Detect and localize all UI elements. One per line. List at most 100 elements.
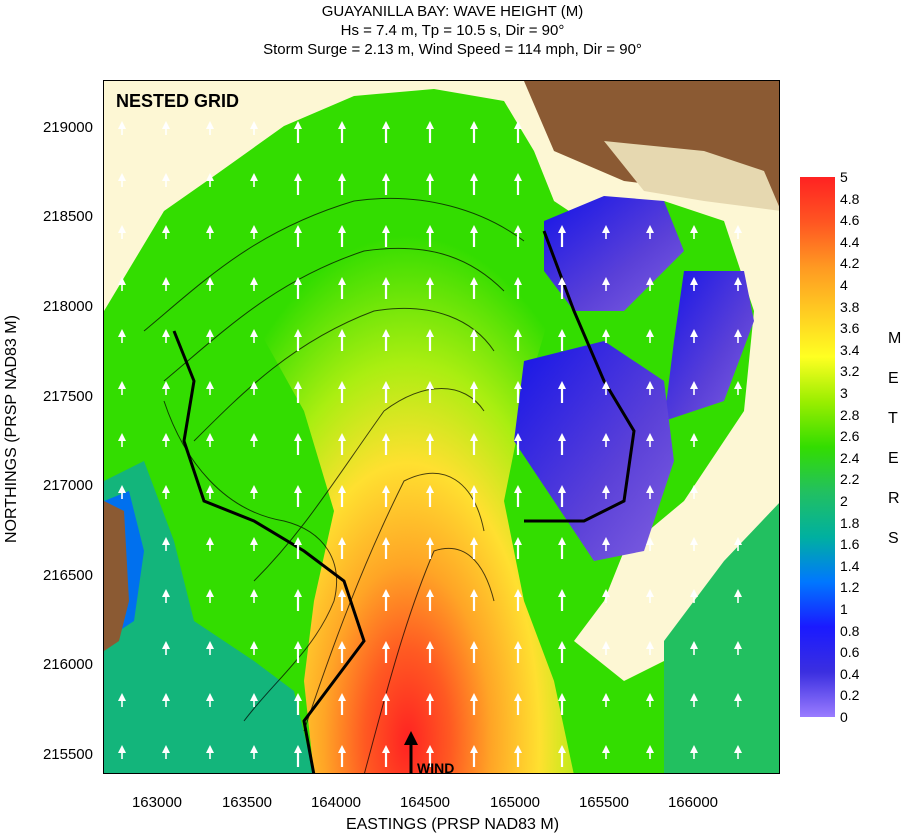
y-tick-217500: 217500 bbox=[42, 388, 93, 405]
vector-arrow-head bbox=[470, 693, 478, 701]
vector-arrow-head bbox=[162, 589, 170, 597]
vector-arrow-head bbox=[690, 589, 698, 597]
colorbar-tick: 0.2 bbox=[840, 687, 860, 704]
vector-arrow-head bbox=[514, 693, 522, 701]
vector-arrow-head bbox=[470, 173, 478, 181]
vector-arrow-head bbox=[250, 589, 258, 597]
x-tick-165000: 165000 bbox=[489, 794, 541, 811]
vector-arrow-head bbox=[558, 381, 566, 389]
vector-arrow-head bbox=[206, 225, 214, 233]
vector-arrow-head bbox=[294, 433, 302, 441]
vector-arrow-head bbox=[470, 381, 478, 389]
vector-arrow-head bbox=[514, 641, 522, 649]
colorbar-tick: 1.8 bbox=[840, 514, 860, 531]
y-tick-218500: 218500 bbox=[42, 208, 93, 225]
colorbar-tick: 3.4 bbox=[840, 341, 860, 358]
vector-arrow-head bbox=[118, 329, 126, 337]
colorbar-unit-letter: R bbox=[888, 490, 900, 507]
vector-arrow-head bbox=[250, 693, 258, 701]
vector-arrow-head bbox=[646, 381, 654, 389]
vector-arrow-head bbox=[294, 537, 302, 545]
vector-arrow-head bbox=[558, 433, 566, 441]
vector-arrow-head bbox=[250, 381, 258, 389]
vector-arrow-head bbox=[558, 277, 566, 285]
vector-arrow-head bbox=[162, 329, 170, 337]
y-tick-216000: 216000 bbox=[42, 656, 93, 673]
vector-arrow-head bbox=[294, 693, 302, 701]
vector-arrow-head bbox=[162, 641, 170, 649]
vector-arrow-head bbox=[250, 277, 258, 285]
colorbar-unit-letter: M bbox=[888, 330, 902, 347]
vector-arrow-head bbox=[470, 433, 478, 441]
vector-arrow-head bbox=[426, 381, 434, 389]
colorbar-tick: 3.6 bbox=[840, 320, 860, 337]
vector-arrow-head bbox=[338, 693, 346, 701]
wind-arrow: WIND bbox=[404, 731, 454, 774]
vector-arrow-head bbox=[514, 225, 522, 233]
vector-arrow-head bbox=[558, 537, 566, 545]
y-axis-label: NORTHINGS (PRSP NAD83 M) bbox=[3, 315, 20, 543]
vector-arrow-head bbox=[558, 641, 566, 649]
vector-arrow-head bbox=[514, 173, 522, 181]
vector-arrow-head bbox=[382, 589, 390, 597]
vector-arrow-head bbox=[294, 745, 302, 753]
vector-arrow-head bbox=[558, 225, 566, 233]
colorbar-tick: 4.6 bbox=[840, 212, 860, 229]
vector-arrow-head bbox=[118, 485, 126, 493]
vector-arrow-head bbox=[162, 173, 170, 181]
chart-subtitle-2: Storm Surge = 2.13 m, Wind Speed = 114 m… bbox=[263, 41, 642, 58]
vector-arrow-head bbox=[690, 693, 698, 701]
vector-arrow-head bbox=[162, 433, 170, 441]
vector-arrow-head bbox=[294, 173, 302, 181]
east-coast-sea bbox=[664, 503, 779, 773]
vector-arrow-head bbox=[426, 329, 434, 337]
vector-arrow-head bbox=[118, 693, 126, 701]
vector-arrow-head bbox=[690, 225, 698, 233]
vector-arrow-head bbox=[426, 277, 434, 285]
colorbar-tick: 3.2 bbox=[840, 363, 860, 380]
vector-arrow-head bbox=[514, 537, 522, 545]
vector-arrow-head bbox=[338, 329, 346, 337]
vector-arrow-head bbox=[206, 641, 214, 649]
vector-arrow-head bbox=[426, 173, 434, 181]
vector-arrow-head bbox=[162, 381, 170, 389]
colorbar-tick: 1 bbox=[840, 601, 848, 617]
vector-arrow-head bbox=[470, 537, 478, 545]
vector-arrow-head bbox=[470, 329, 478, 337]
vector-arrow-head bbox=[470, 121, 478, 129]
vector-arrow-head bbox=[382, 745, 390, 753]
colorbar-tick: 1.4 bbox=[840, 557, 860, 574]
vector-arrow-head bbox=[514, 589, 522, 597]
vector-arrow-head bbox=[206, 121, 214, 129]
vector-arrow-head bbox=[646, 329, 654, 337]
colorbar-unit-letter: E bbox=[888, 370, 899, 387]
vector-arrow-head bbox=[206, 485, 214, 493]
vector-arrow-head bbox=[338, 277, 346, 285]
vector-arrow-head bbox=[162, 225, 170, 233]
vector-arrow-head bbox=[294, 329, 302, 337]
colorbar-unit-letter: E bbox=[888, 450, 899, 467]
vector-arrow-head bbox=[734, 641, 742, 649]
colorbar-tick: 1.2 bbox=[840, 579, 860, 596]
vector-arrow-head bbox=[338, 641, 346, 649]
vector-arrow-head bbox=[162, 485, 170, 493]
vector-arrow-head bbox=[602, 277, 610, 285]
vector-arrow-head bbox=[514, 329, 522, 337]
harbor-blue-east bbox=[664, 271, 754, 421]
vector-arrow-head bbox=[162, 121, 170, 129]
vector-arrow-head bbox=[514, 121, 522, 129]
colorbar-tick: 4 bbox=[840, 277, 848, 293]
wind-label: WIND bbox=[417, 760, 454, 774]
vector-arrow-head bbox=[426, 485, 434, 493]
y-tick-215500: 215500 bbox=[42, 746, 93, 763]
vector-arrow-head bbox=[558, 589, 566, 597]
vector-arrow-head bbox=[602, 745, 610, 753]
vector-arrow-head bbox=[734, 693, 742, 701]
vector-arrow-head bbox=[646, 277, 654, 285]
x-tick-163500: 163500 bbox=[221, 794, 273, 811]
colorbar-tick: 0.4 bbox=[840, 665, 860, 682]
vector-arrow-head bbox=[646, 745, 654, 753]
vector-arrow-head bbox=[514, 745, 522, 753]
vector-arrow-head bbox=[646, 485, 654, 493]
vector-arrow-head bbox=[382, 225, 390, 233]
